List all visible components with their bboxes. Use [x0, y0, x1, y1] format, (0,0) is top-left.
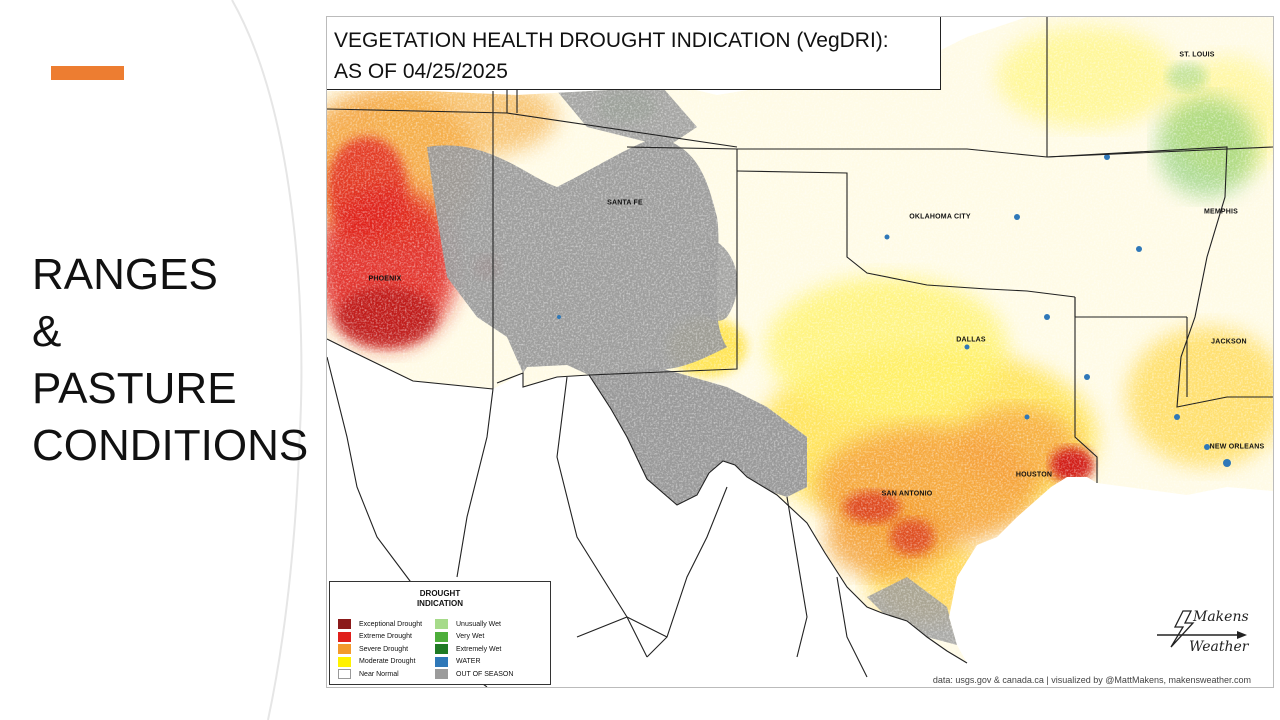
legend-label: Moderate Drought	[359, 658, 416, 666]
map-graphic	[327, 17, 1273, 687]
legend-label: WATER	[456, 658, 481, 666]
city-label-memphis: MEMPHIS	[1203, 208, 1239, 216]
slide-title-line: PASTURE	[32, 364, 237, 413]
city-label-st-louis: ST. LOUIS	[1179, 51, 1215, 59]
legend-item: Extremely Wet	[435, 643, 535, 656]
legend-swatch	[338, 619, 351, 630]
legend-label: Extreme Drought	[359, 633, 412, 641]
map-title: VEGETATION HEALTH DROUGHT INDICATION (Ve…	[327, 17, 941, 90]
logo-word-makens: Makens	[1193, 609, 1249, 625]
legend-label: OUT OF SEASON	[456, 670, 514, 678]
city-label-jackson: JACKSON	[1211, 338, 1247, 346]
legend-label: Near Normal	[359, 670, 399, 678]
drought-map: VEGETATION HEALTH DROUGHT INDICATION (Ve…	[326, 16, 1274, 688]
map-title-line1: VEGETATION HEALTH DROUGHT INDICATION (Ve…	[334, 29, 889, 52]
legend-column-wet: Unusually Wet Very Wet Extremely Wet WAT…	[435, 618, 535, 681]
legend-title-line1: DROUGHT	[419, 589, 461, 598]
logo-lightning-icon	[1157, 610, 1247, 648]
legend-item: OUT OF SEASON	[435, 668, 535, 681]
legend-label: Extremely Wet	[456, 645, 502, 653]
legend-label: Very Wet	[456, 633, 485, 641]
legend-swatch	[338, 644, 351, 655]
slide-title-line: RANGES	[32, 250, 218, 299]
city-label-san-antonio: SAN ANTONIO	[881, 490, 933, 498]
legend-item: Unusually Wet	[435, 618, 535, 631]
water-bodies	[557, 154, 1231, 467]
legend-swatch	[435, 656, 448, 667]
makens-weather-logo: Makens Weather	[1153, 605, 1249, 669]
legend-swatch	[435, 619, 448, 630]
legend-swatch	[338, 656, 351, 667]
legend-column-drought: Exceptional Drought Extreme Drought Seve…	[338, 618, 438, 681]
city-label-santa-fe: SANTA FE	[607, 199, 643, 207]
legend-swatch	[435, 631, 448, 642]
city-label-dallas: DALLAS	[956, 336, 986, 344]
legend-title-line2: INDICATION	[416, 599, 464, 608]
legend-swatch	[435, 669, 448, 680]
legend-swatch	[435, 644, 448, 655]
legend-item: Near Normal	[338, 668, 438, 681]
legend-item: Very Wet	[435, 631, 535, 644]
legend-item: Extreme Drought	[338, 631, 438, 644]
legend-item: Severe Drought	[338, 643, 438, 656]
city-label-oklahoma-city: OKLAHOMA CITY	[909, 213, 971, 221]
slide-title-line: CONDITIONS	[32, 421, 309, 470]
legend-title: DROUGHT INDICATION	[330, 589, 550, 609]
legend-item: Exceptional Drought	[338, 618, 438, 631]
slide-title: RANGES & PASTURE CONDITIONS	[32, 246, 332, 474]
legend-item: WATER	[435, 656, 535, 669]
legend-label: Severe Drought	[359, 645, 409, 653]
city-label-phoenix: PHOENIX	[368, 275, 402, 283]
legend-label: Unusually Wet	[456, 620, 502, 628]
legend-swatch	[338, 631, 351, 642]
city-label-new-orleans: NEW ORLEANS	[1209, 443, 1265, 451]
city-label-houston: HOUSTON	[1015, 471, 1053, 479]
logo-word-weather: Weather	[1189, 639, 1249, 655]
data-credit: data: usgs.gov & canada.ca | visualized …	[932, 675, 1251, 685]
legend-label: Exceptional Drought	[359, 620, 423, 628]
map-legend: DROUGHT INDICATION Exceptional Drought E…	[329, 581, 551, 685]
legend-swatch	[338, 669, 351, 680]
map-title-line2: AS OF 04/25/2025	[334, 60, 508, 83]
legend-item: Moderate Drought	[338, 656, 438, 669]
slide-title-line: &	[32, 307, 62, 356]
accent-bar	[51, 66, 124, 80]
